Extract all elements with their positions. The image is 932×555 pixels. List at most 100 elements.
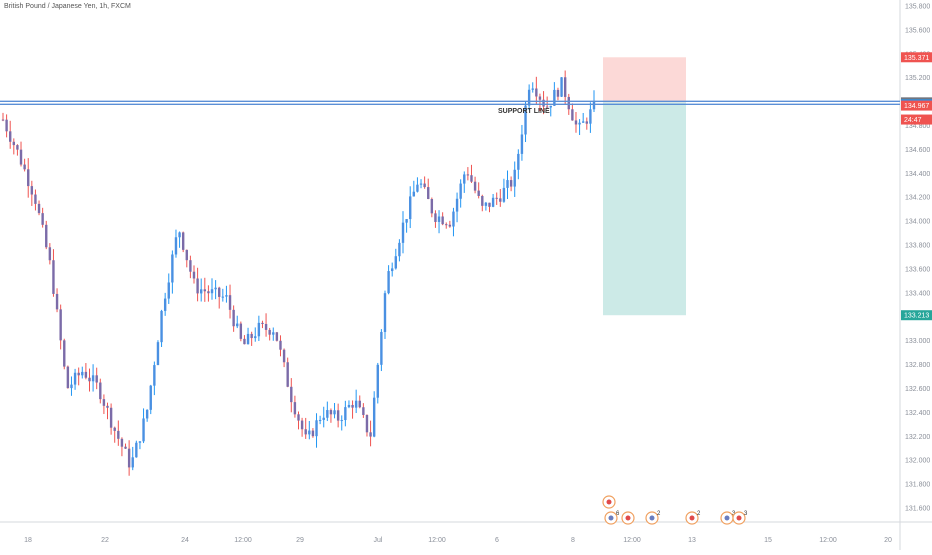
stop-loss-zone[interactable]	[603, 57, 686, 103]
x-tick-label: 18	[24, 537, 32, 544]
candle-body	[200, 289, 203, 294]
candle-body	[589, 109, 592, 124]
candle-body	[1, 119, 5, 121]
candle-body	[149, 385, 152, 410]
candle-body	[394, 256, 397, 269]
candle-body	[459, 183, 462, 199]
candle-body	[293, 402, 297, 415]
candle-body	[473, 181, 477, 191]
candle-body	[254, 336, 257, 339]
candle-body	[91, 375, 95, 382]
y-tick-label: 134.000	[905, 219, 930, 226]
candle-body	[484, 202, 488, 206]
candle-body	[347, 404, 351, 408]
candle-body	[286, 362, 289, 387]
candle-body	[239, 323, 243, 339]
candle-body	[167, 282, 170, 299]
x-tick-label: 22	[101, 537, 109, 544]
x-tick-label: 13	[688, 537, 696, 544]
candle-body	[272, 332, 275, 335]
candle-body	[506, 180, 509, 188]
event-count: 3	[744, 511, 748, 517]
candle-body	[225, 295, 228, 297]
candle-body	[369, 432, 372, 437]
candle-body	[409, 196, 412, 220]
y-tick-label: 131.600	[905, 506, 930, 513]
candle-body	[365, 414, 369, 433]
event-flag-icon	[649, 515, 655, 521]
candle-body	[221, 296, 225, 298]
candle-body	[207, 291, 210, 294]
price-tag-label: 135.371	[904, 55, 929, 62]
take-profit-zone[interactable]	[603, 102, 686, 316]
candle-body	[77, 372, 80, 376]
x-tick-label: 12:00	[819, 537, 837, 544]
candle-body	[318, 419, 322, 421]
y-tick-label: 134.600	[905, 147, 930, 154]
candle-body	[178, 232, 181, 238]
candle-body	[441, 216, 444, 225]
candle-body	[120, 438, 124, 447]
candle-body	[55, 293, 59, 310]
candle-body	[181, 232, 185, 250]
candle-body	[517, 153, 520, 170]
candle-body	[203, 289, 207, 292]
candle-body	[174, 237, 178, 255]
candle-body	[66, 366, 70, 389]
candle-body	[27, 169, 30, 187]
candle-body	[99, 382, 102, 400]
x-tick-label: 24	[181, 537, 189, 544]
candle-body	[37, 203, 41, 214]
x-tick-label: 12:00	[623, 537, 641, 544]
candle-body	[63, 340, 66, 367]
candle-body	[192, 271, 196, 279]
y-tick-label: 132.600	[905, 386, 930, 393]
candle-body	[448, 224, 452, 227]
candle-body	[113, 427, 116, 431]
candle-body	[117, 430, 120, 439]
candle-body	[308, 430, 311, 435]
candle-body	[376, 364, 379, 398]
candle-body	[52, 260, 55, 294]
y-tick-label: 133.800	[905, 243, 930, 250]
y-tick-label: 132.400	[905, 410, 930, 417]
candle-body	[142, 418, 145, 442]
x-tick-label: 29	[296, 537, 304, 544]
event-count: 2	[697, 511, 701, 517]
candle-body	[45, 224, 48, 248]
candle-body	[232, 309, 235, 327]
candle-body	[466, 174, 470, 176]
y-tick-label: 133.400	[905, 290, 930, 297]
candle-body	[549, 105, 552, 108]
x-tick-label: Jul	[374, 537, 383, 544]
candle-body	[315, 420, 318, 437]
candle-body	[405, 219, 408, 223]
event-flag-icon	[689, 515, 695, 521]
price-tag-label: 134.967	[904, 103, 929, 110]
price-tag-label: 133.213	[904, 313, 929, 320]
y-tick-label: 134.400	[905, 171, 930, 178]
candle-body	[326, 410, 329, 418]
x-tick-label: 8	[571, 537, 575, 544]
candle-body	[574, 120, 578, 125]
price-tag-label: 24:47	[904, 117, 922, 124]
y-tick-label: 133.000	[905, 338, 930, 345]
support-line-label: SUPPORT LINE	[498, 108, 550, 115]
candle-body	[423, 183, 426, 188]
candle-body	[171, 254, 174, 283]
candle-body	[481, 195, 484, 206]
candle-body	[214, 287, 217, 290]
candle-body	[124, 446, 127, 449]
candle-body	[297, 414, 300, 421]
candle-body	[437, 216, 441, 222]
candle-body	[9, 131, 12, 142]
candle-body	[383, 293, 387, 332]
candle-body	[19, 149, 23, 165]
candle-body	[387, 271, 390, 294]
candle-body	[567, 96, 570, 110]
candle-body	[41, 213, 44, 225]
event-count: 6	[616, 511, 620, 517]
event-flag-icon	[625, 515, 631, 521]
